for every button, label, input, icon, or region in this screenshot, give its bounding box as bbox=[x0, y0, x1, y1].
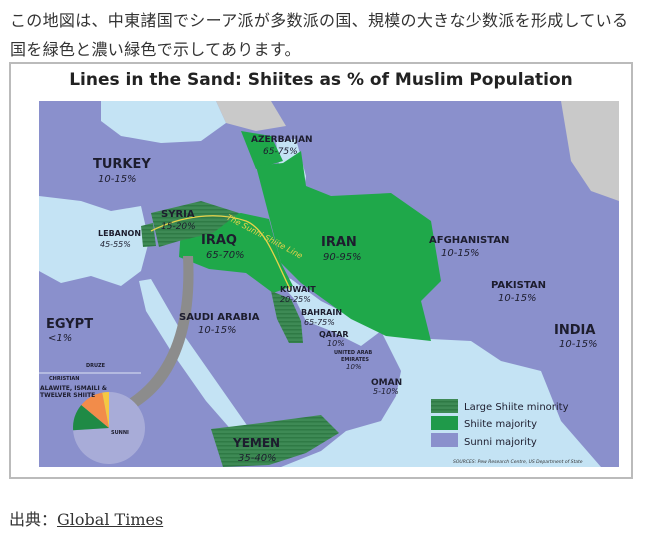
red-sea bbox=[139, 279, 251, 441]
map-figure: Lines in the Sand: Shiites as % of Musli… bbox=[9, 62, 633, 479]
region-other bbox=[561, 101, 619, 201]
map-title: Lines in the Sand: Shiites as % of Musli… bbox=[69, 70, 573, 90]
legend-label-sunni: Sunni majority bbox=[464, 437, 537, 448]
pct-kuwait: 20-25% bbox=[280, 295, 311, 304]
pie-slice-alawite bbox=[73, 405, 109, 431]
label-iraq: IRAQ bbox=[201, 233, 237, 248]
sunni-shiite-line bbox=[150, 215, 292, 292]
pct-syria: 15-20% bbox=[161, 222, 196, 232]
label-uae: UNITED ARAB bbox=[334, 350, 372, 356]
black-sea bbox=[101, 101, 226, 143]
pie-slice-christian bbox=[81, 392, 109, 428]
iran-area bbox=[256, 151, 441, 341]
persian-gulf bbox=[271, 273, 381, 346]
label-iran: IRAN bbox=[321, 235, 357, 250]
pct-oman: 5-10% bbox=[373, 387, 399, 396]
label-uae-2: EMIRATES bbox=[341, 357, 369, 363]
azerbaijan-area bbox=[241, 131, 283, 169]
pie-callout bbox=[129, 256, 194, 407]
pct-iran: 90-95% bbox=[323, 252, 362, 263]
legend-label-shiite: Shiite majority bbox=[464, 419, 537, 430]
yemen-area bbox=[211, 415, 339, 467]
pct-lebanon: 45-55% bbox=[100, 240, 131, 249]
label-kuwait: KUWAIT bbox=[280, 285, 316, 294]
legend-swatch-minority bbox=[431, 399, 458, 413]
pct-turkey: 10-15% bbox=[98, 174, 137, 185]
label-saudi-arabia: SAUDI ARABIA bbox=[179, 312, 260, 323]
pct-yemen: 35-40% bbox=[238, 453, 277, 464]
label-lebanon: LEBANON bbox=[98, 229, 141, 238]
pct-qatar: 10% bbox=[327, 339, 345, 348]
label-bahrain: BAHRAIN bbox=[301, 308, 342, 317]
label-turkey: TURKEY bbox=[93, 157, 151, 172]
pct-afghanistan: 10-15% bbox=[441, 248, 480, 259]
label-azerbaijan: AZERBAIJAN bbox=[251, 135, 313, 145]
syria-area bbox=[151, 201, 239, 247]
legend-swatch-sunni bbox=[431, 433, 458, 447]
map-legend: Large Shiite minority Shiite majority Su… bbox=[431, 399, 569, 448]
pie-label-druze: DRUZE bbox=[86, 363, 106, 369]
lebanon-area bbox=[141, 223, 156, 247]
pie-label-alawite: ALAWITE, ISMAILI & bbox=[40, 385, 107, 392]
credit-prefix: 出典： bbox=[9, 510, 58, 529]
eastern-province-area bbox=[271, 291, 303, 343]
sources-note: SOURCES: Pew Research Centre, US Departm… bbox=[453, 459, 583, 465]
pct-bahrain: 65-75% bbox=[304, 318, 335, 327]
pie-slice-druze bbox=[102, 392, 109, 428]
middle-east-map: The Sunni-Shiite Line DRUZE CHRISTIAN AL… bbox=[39, 101, 619, 467]
intro-text: この地図は、中東諸国でシーア派が多数派の国、規模の大きな少数派を形成している国を… bbox=[10, 11, 629, 59]
syria-religion-pie bbox=[73, 392, 145, 465]
pie-slice-sunni bbox=[73, 392, 145, 465]
pie-label-sunni: SUNNI bbox=[111, 430, 129, 436]
region-other bbox=[216, 101, 286, 131]
pct-egypt: <1% bbox=[48, 333, 72, 344]
legend-label-minority: Large Shiite minority bbox=[464, 402, 569, 413]
label-pakistan: PAKISTAN bbox=[491, 280, 546, 291]
label-egypt: EGYPT bbox=[46, 317, 93, 332]
label-afghanistan: AFGHANISTAN bbox=[429, 235, 509, 246]
label-syria: SYRIA bbox=[161, 209, 195, 220]
pct-pakistan: 10-15% bbox=[498, 293, 537, 304]
label-qatar: QATAR bbox=[319, 330, 349, 339]
credit: 出典：Global Times bbox=[9, 506, 163, 530]
label-india: INDIA bbox=[554, 323, 595, 338]
pct-india: 10-15% bbox=[559, 339, 598, 350]
mediterranean-sea bbox=[39, 196, 149, 286]
credit-link[interactable]: Global Times bbox=[57, 510, 164, 529]
label-yemen: YEMEN bbox=[232, 436, 280, 450]
pie-label-alawite-2: TWELVER SHIITE bbox=[40, 392, 95, 399]
pct-iraq: 65-70% bbox=[206, 250, 245, 261]
legend-swatch-shiite bbox=[431, 416, 458, 430]
pct-saudi-arabia: 10-15% bbox=[198, 325, 237, 336]
pct-uae: 10% bbox=[346, 363, 362, 371]
pct-azerbaijan: 65-75% bbox=[263, 147, 298, 157]
pie-label-christian: CHRISTIAN bbox=[49, 376, 80, 382]
label-oman: OMAN bbox=[371, 378, 402, 388]
